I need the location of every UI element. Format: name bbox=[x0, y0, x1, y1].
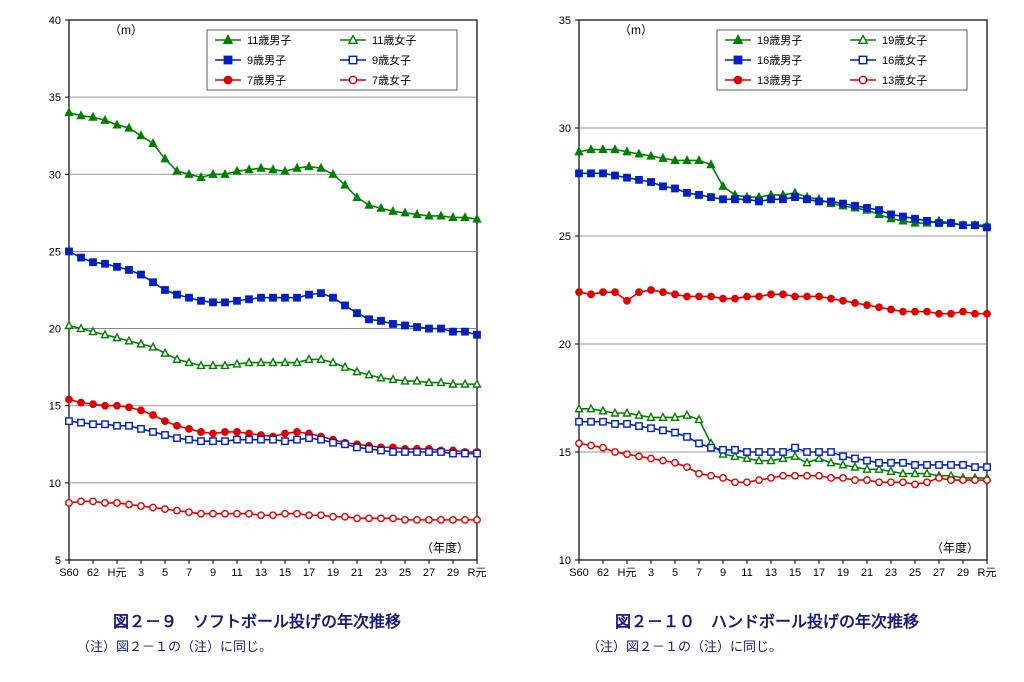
svg-text:23: 23 bbox=[885, 567, 897, 579]
svg-text:27: 27 bbox=[933, 567, 945, 579]
svg-text:16歳女子: 16歳女子 bbox=[882, 53, 927, 67]
svg-text:20: 20 bbox=[49, 324, 61, 336]
svg-text:17: 17 bbox=[813, 567, 825, 579]
right-chart-title: 図２－１０ ハンドボール投げの年次推移 bbox=[615, 608, 919, 632]
svg-text:S60: S60 bbox=[569, 567, 589, 579]
svg-text:35: 35 bbox=[49, 92, 61, 104]
svg-text:19: 19 bbox=[837, 567, 849, 579]
svg-text:H元: H元 bbox=[618, 567, 637, 579]
svg-text:19歳男子: 19歳男子 bbox=[757, 34, 802, 47]
svg-text:5: 5 bbox=[162, 567, 168, 579]
svg-text:30: 30 bbox=[559, 123, 571, 135]
svg-text:29: 29 bbox=[447, 567, 459, 579]
svg-text:H元: H元 bbox=[108, 567, 127, 579]
svg-text:19: 19 bbox=[327, 567, 339, 579]
svg-text:7歳女子: 7歳女子 bbox=[372, 73, 411, 87]
svg-text:（m）: （m） bbox=[619, 23, 653, 37]
svg-text:13: 13 bbox=[765, 567, 777, 579]
svg-text:62: 62 bbox=[597, 567, 609, 579]
svg-text:3: 3 bbox=[138, 567, 144, 579]
svg-text:25: 25 bbox=[399, 567, 411, 579]
svg-text:19歳女子: 19歳女子 bbox=[882, 33, 927, 47]
svg-text:（年度）: （年度） bbox=[931, 540, 979, 555]
svg-text:25: 25 bbox=[909, 567, 921, 579]
svg-text:30: 30 bbox=[49, 169, 61, 181]
svg-text:20: 20 bbox=[559, 339, 571, 351]
svg-text:11: 11 bbox=[231, 567, 242, 579]
svg-text:11歳女子: 11歳女子 bbox=[372, 33, 416, 47]
svg-text:27: 27 bbox=[423, 567, 435, 579]
svg-text:9歳女子: 9歳女子 bbox=[372, 53, 411, 67]
svg-text:10: 10 bbox=[49, 478, 61, 490]
svg-text:17: 17 bbox=[303, 567, 315, 579]
left-chart-svg: 510152025303540S6062H元357911131517192123… bbox=[17, 10, 497, 600]
svg-text:5: 5 bbox=[672, 567, 678, 579]
right-chart-svg: 101520253035S6062H元357911131517192123252… bbox=[527, 10, 1007, 600]
left-chart-title: 図２－９ ソフトボール投げの年次推移 bbox=[113, 608, 401, 632]
svg-text:11: 11 bbox=[741, 567, 752, 579]
svg-text:35: 35 bbox=[559, 15, 571, 27]
svg-text:9歳男子: 9歳男子 bbox=[247, 54, 286, 67]
svg-text:R元: R元 bbox=[468, 567, 487, 579]
svg-text:15: 15 bbox=[559, 447, 571, 459]
svg-text:7歳男子: 7歳男子 bbox=[247, 74, 286, 87]
svg-text:16歳男子: 16歳男子 bbox=[757, 54, 802, 67]
svg-text:40: 40 bbox=[49, 15, 61, 27]
svg-text:21: 21 bbox=[861, 567, 873, 579]
svg-text:9: 9 bbox=[720, 567, 726, 579]
svg-text:15: 15 bbox=[49, 401, 61, 413]
svg-text:25: 25 bbox=[49, 246, 61, 258]
svg-text:15: 15 bbox=[789, 567, 801, 579]
svg-text:23: 23 bbox=[375, 567, 387, 579]
svg-text:13: 13 bbox=[255, 567, 267, 579]
svg-text:15: 15 bbox=[279, 567, 291, 579]
svg-text:10: 10 bbox=[559, 555, 571, 567]
svg-text:（m）: （m） bbox=[109, 23, 143, 37]
svg-text:R元: R元 bbox=[978, 567, 997, 579]
left-chart-block: 510152025303540S6062H元357911131517192123… bbox=[17, 10, 497, 655]
svg-text:S60: S60 bbox=[59, 567, 79, 579]
svg-text:13歳男子: 13歳男子 bbox=[757, 74, 802, 87]
svg-text:29: 29 bbox=[957, 567, 969, 579]
svg-text:（年度）: （年度） bbox=[421, 540, 469, 555]
svg-text:62: 62 bbox=[87, 567, 99, 579]
charts-row: 510152025303540S6062H元357911131517192123… bbox=[10, 10, 1014, 655]
svg-text:7: 7 bbox=[696, 567, 702, 579]
svg-text:21: 21 bbox=[351, 567, 363, 579]
left-chart-note: （注）図２－１の（注）に同じ。 bbox=[17, 636, 272, 655]
svg-text:13歳女子: 13歳女子 bbox=[882, 73, 927, 87]
svg-text:25: 25 bbox=[559, 231, 571, 243]
svg-text:11歳男子: 11歳男子 bbox=[247, 34, 291, 47]
svg-text:3: 3 bbox=[648, 567, 654, 579]
svg-text:9: 9 bbox=[210, 567, 216, 579]
svg-text:5: 5 bbox=[55, 555, 61, 567]
svg-text:7: 7 bbox=[186, 567, 192, 579]
right-chart-block: 101520253035S6062H元357911131517192123252… bbox=[527, 10, 1007, 655]
right-chart-note: （注）図２－１の（注）に同じ。 bbox=[527, 636, 782, 655]
